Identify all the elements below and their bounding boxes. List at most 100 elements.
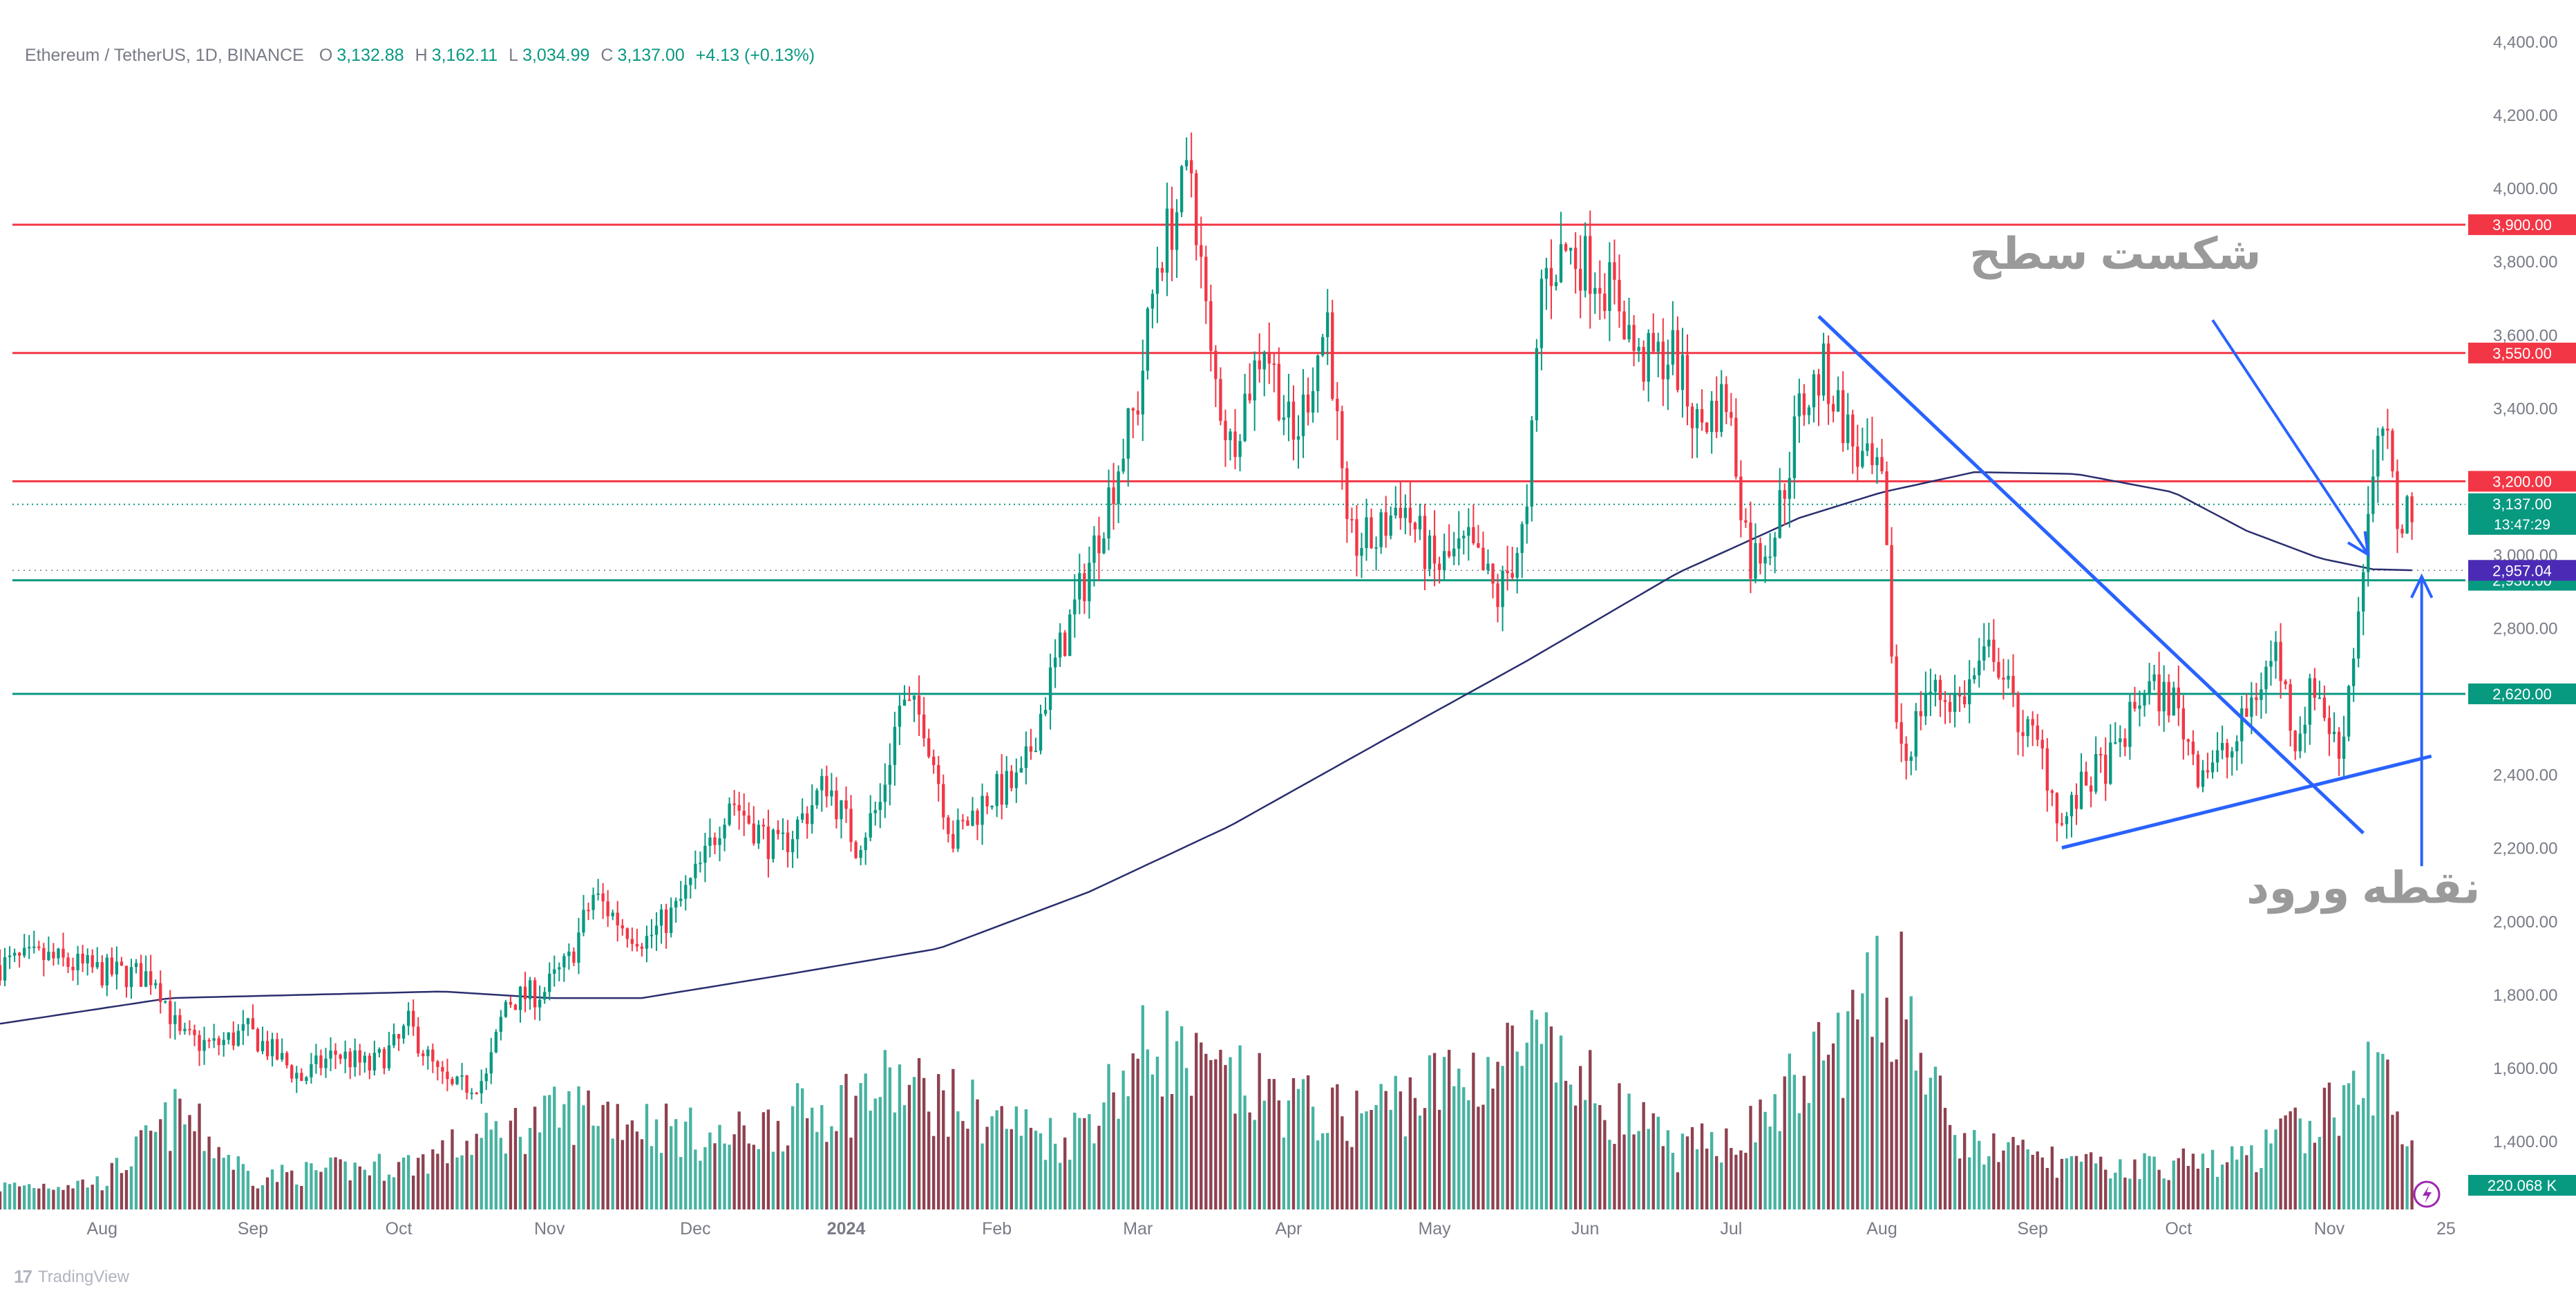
candle-body[interactable] — [1627, 325, 1631, 339]
candle-body[interactable] — [2177, 687, 2180, 708]
candle-body[interactable] — [1083, 573, 1086, 601]
candle-body[interactable] — [1978, 660, 1981, 676]
candle-body[interactable] — [1744, 520, 1748, 523]
candle-body[interactable] — [2386, 428, 2389, 431]
candle-body[interactable] — [1384, 512, 1388, 536]
tradingview-watermark[interactable]: 17 TradingView — [14, 1266, 129, 1288]
candle-body[interactable] — [1578, 269, 1582, 291]
candle-body[interactable] — [2079, 771, 2083, 809]
candle-body[interactable] — [2162, 681, 2166, 712]
candle-body[interactable] — [859, 850, 862, 858]
candle-body[interactable] — [1656, 341, 1660, 352]
candle-body[interactable] — [265, 1041, 269, 1057]
candle-body[interactable] — [1155, 267, 1159, 294]
candle-body[interactable] — [732, 803, 736, 805]
candle-body[interactable] — [907, 699, 911, 701]
candle-body[interactable] — [2065, 816, 2069, 825]
candle-body[interactable] — [718, 838, 721, 845]
candle-body[interactable] — [956, 820, 960, 849]
candle-body[interactable] — [2405, 496, 2409, 534]
candle-body[interactable] — [222, 1039, 225, 1046]
candle-body[interactable] — [169, 1001, 172, 1024]
candle-body[interactable] — [1973, 675, 1976, 679]
candle-body[interactable] — [864, 837, 867, 851]
candle-body[interactable] — [795, 820, 799, 840]
candle-body[interactable] — [1900, 722, 1903, 744]
candle-body[interactable] — [942, 784, 945, 818]
candle-body[interactable] — [1200, 245, 1203, 257]
candle-body[interactable] — [465, 1075, 468, 1093]
candle-body[interactable] — [1282, 417, 1286, 420]
candle-body[interactable] — [1997, 661, 2000, 678]
candle-body[interactable] — [71, 966, 75, 970]
candle-body[interactable] — [2210, 762, 2215, 773]
candle-body[interactable] — [1437, 563, 1441, 570]
candle-body[interactable] — [251, 1018, 255, 1030]
candle-body[interactable] — [178, 1015, 182, 1031]
candle-body[interactable] — [484, 1073, 488, 1082]
candle-body[interactable] — [2225, 743, 2229, 757]
candle-body[interactable] — [1389, 515, 1392, 536]
candle-body[interactable] — [596, 893, 600, 895]
candle-body[interactable] — [1705, 422, 1709, 433]
candle-body[interactable] — [1608, 262, 1611, 311]
candle-body[interactable] — [888, 764, 892, 785]
candle-body[interactable] — [455, 1076, 459, 1084]
candle-body[interactable] — [1331, 312, 1334, 399]
candle-body[interactable] — [1690, 406, 1694, 428]
candle-body[interactable] — [1515, 553, 1519, 578]
candle-body[interactable] — [621, 925, 624, 929]
candle-body[interactable] — [572, 951, 576, 963]
candle-body[interactable] — [937, 765, 940, 784]
candle-body[interactable] — [183, 1028, 187, 1031]
candle-body[interactable] — [2298, 733, 2302, 752]
candle-body[interactable] — [1287, 401, 1291, 418]
candle-body[interactable] — [1321, 337, 1325, 356]
candle-body[interactable] — [120, 961, 124, 966]
candle-body[interactable] — [47, 952, 50, 961]
candle-body[interactable] — [2172, 687, 2175, 716]
candle-body[interactable] — [2255, 697, 2258, 700]
candle-body[interactable] — [431, 1049, 435, 1062]
candle-body[interactable] — [538, 999, 542, 1008]
candle-body[interactable] — [1442, 551, 1446, 570]
candle-body[interactable] — [1457, 538, 1461, 549]
candle-body[interactable] — [1768, 556, 1772, 558]
candle-body[interactable] — [1403, 507, 1408, 518]
candle-body[interactable] — [2011, 675, 2015, 693]
candle-body[interactable] — [499, 1017, 503, 1033]
candle-body[interactable] — [261, 1041, 265, 1052]
candle-body[interactable] — [1486, 563, 1490, 570]
candle-body[interactable] — [2109, 742, 2112, 784]
candle-body[interactable] — [23, 948, 26, 956]
candle-body[interactable] — [2186, 739, 2190, 742]
candle-body[interactable] — [2196, 754, 2200, 787]
candle-body[interactable] — [198, 1035, 201, 1051]
candle-body[interactable] — [1559, 244, 1563, 283]
candle-body[interactable] — [1695, 408, 1699, 428]
candle-body[interactable] — [1788, 478, 1791, 499]
candle-body[interactable] — [105, 957, 109, 986]
candle-body[interactable] — [1092, 535, 1096, 563]
candle-body[interactable] — [1603, 293, 1607, 311]
candle-body[interactable] — [2235, 741, 2239, 752]
candle-body[interactable] — [533, 980, 537, 1008]
candle-body[interactable] — [1613, 262, 1616, 280]
candle-body[interactable] — [2367, 514, 2370, 572]
candle-body[interactable] — [1836, 390, 1840, 412]
candle-body[interactable] — [1472, 527, 1475, 543]
candle-body[interactable] — [285, 1053, 289, 1066]
candle-body[interactable] — [1841, 390, 1845, 444]
candle-body[interactable] — [436, 1061, 439, 1068]
candle-body[interactable] — [1953, 695, 1957, 713]
candle-body[interactable] — [2181, 708, 2186, 740]
candle-body[interactable] — [460, 1075, 464, 1077]
candle-body[interactable] — [1370, 517, 1373, 549]
candle-body[interactable] — [1491, 563, 1495, 584]
candle-body[interactable] — [207, 1039, 211, 1042]
candle-body[interactable] — [689, 878, 692, 885]
candle-body[interactable] — [1715, 400, 1718, 433]
candle-body[interactable] — [1413, 522, 1417, 530]
candle-body[interactable] — [1374, 547, 1378, 549]
